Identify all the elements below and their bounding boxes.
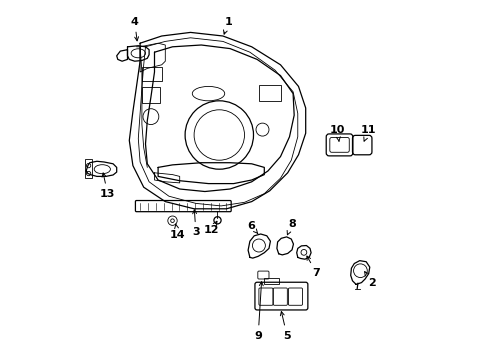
Text: 9: 9 — [254, 282, 263, 341]
Text: 11: 11 — [360, 125, 376, 141]
Bar — [142, 67, 162, 81]
Bar — [142, 87, 160, 103]
Text: 6: 6 — [246, 221, 257, 234]
Bar — [85, 159, 92, 178]
Text: 8: 8 — [286, 219, 295, 235]
Text: 10: 10 — [329, 125, 345, 141]
Text: 3: 3 — [192, 210, 199, 237]
Text: 7: 7 — [306, 256, 320, 278]
Bar — [258, 85, 280, 101]
Bar — [264, 278, 278, 284]
Text: 1: 1 — [223, 17, 232, 34]
Text: 2: 2 — [364, 271, 375, 288]
Text: 5: 5 — [280, 311, 290, 341]
Text: 14: 14 — [170, 224, 185, 240]
Text: 13: 13 — [100, 173, 115, 199]
Text: 4: 4 — [130, 17, 139, 41]
Text: 12: 12 — [203, 221, 219, 235]
